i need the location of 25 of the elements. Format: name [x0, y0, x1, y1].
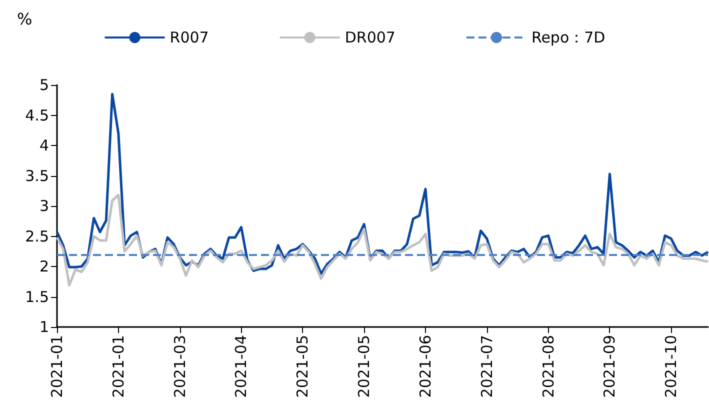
x-tick-label: 2021-05: [355, 335, 374, 398]
legend-label: Repo：7D: [531, 28, 606, 46]
x-tick-label: 2021-07: [478, 335, 496, 398]
y-tick-label: 4.5: [25, 106, 49, 124]
y-tick-label: 1.5: [25, 288, 49, 306]
y-tick-label: 2: [39, 258, 49, 276]
line-series: [56, 194, 709, 287]
x-tick-label: 2021-08: [539, 335, 558, 398]
y-axis-title: %: [17, 10, 32, 28]
x-tick-label: 2021-01: [109, 335, 128, 398]
x-tick-label: 2021-09: [600, 335, 619, 398]
x-tick-label: 2021-03: [170, 335, 189, 398]
y-tick-label: 3: [39, 197, 49, 215]
legend-label: DR007: [344, 28, 396, 46]
x-tick-label: 2021-10: [662, 335, 680, 398]
x-tick-label: 2021-05: [294, 335, 312, 398]
y-tick-label: 3.5: [25, 166, 49, 185]
y-tick-label: 1: [39, 318, 49, 336]
y-tick-label: 4: [39, 136, 49, 154]
x-tick-label: 2021-04: [232, 335, 250, 398]
x-tick-label: 2021-06: [416, 335, 434, 398]
legend-label: R007: [170, 28, 209, 46]
y-tick-label: 2.5: [25, 227, 49, 246]
y-tick-label: 5: [39, 76, 49, 94]
x-tick-label: 2021-01: [48, 335, 66, 398]
